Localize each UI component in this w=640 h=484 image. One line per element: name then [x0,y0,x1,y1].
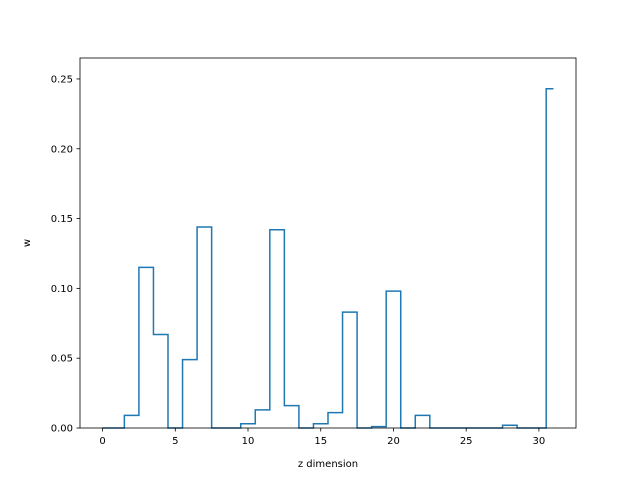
x-tick-label: 30 [533,436,546,447]
x-tick-label: 5 [172,436,178,447]
y-tick-label: 0.00 [51,424,73,435]
axes-frame [79,57,577,429]
y-tick-label: 0.25 [51,74,73,85]
y-axis-ticks: 0.00 0.05 0.10 0.15 0.20 0.25 [51,74,80,435]
x-axis-label: z dimension [298,459,358,470]
x-tick-label: 0 [99,436,105,447]
y-tick-label: 0.05 [51,354,73,365]
x-tick-label: 20 [387,436,400,447]
x-tick-label: 10 [242,436,255,447]
x-tick-label: 15 [314,436,327,447]
y-tick-label: 0.10 [51,284,73,295]
x-tick-label: 25 [460,436,473,447]
y-tick-label: 0.20 [51,144,73,155]
y-axis-label: w [22,239,33,247]
x-axis-ticks: 0 5 10 15 20 25 30 [99,428,545,447]
y-tick-label: 0.15 [51,214,73,225]
